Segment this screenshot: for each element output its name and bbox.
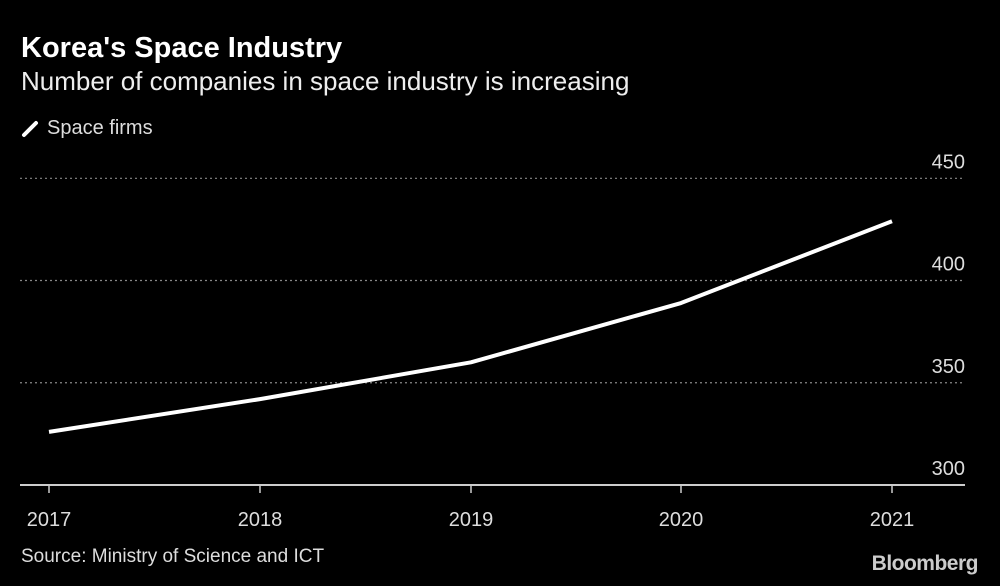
y-tick-label: 400 (932, 254, 965, 276)
chart-title: Korea's Space Industry (21, 32, 343, 64)
x-tick-label: 2018 (238, 509, 283, 531)
bloomberg-logo: Bloomberg (871, 552, 979, 575)
source-note: Source: Ministry of Science and ICT (21, 546, 325, 567)
x-tick-label: 2019 (449, 509, 494, 531)
series-line-space-firms (48, 219, 893, 434)
y-tick-label: 450 (932, 151, 965, 173)
chart-subtitle: Number of companies in space industry is… (21, 66, 630, 96)
y-tick-label: 300 (932, 458, 965, 480)
x-tick-label: 2020 (659, 509, 704, 531)
x-tick-label: 2017 (27, 509, 72, 531)
legend-label: Space firms (47, 117, 153, 139)
legend: Space firms (21, 117, 153, 140)
x-tick-label: 2021 (870, 509, 915, 531)
y-tick-label: 350 (932, 356, 965, 378)
legend-line-icon (22, 120, 38, 137)
